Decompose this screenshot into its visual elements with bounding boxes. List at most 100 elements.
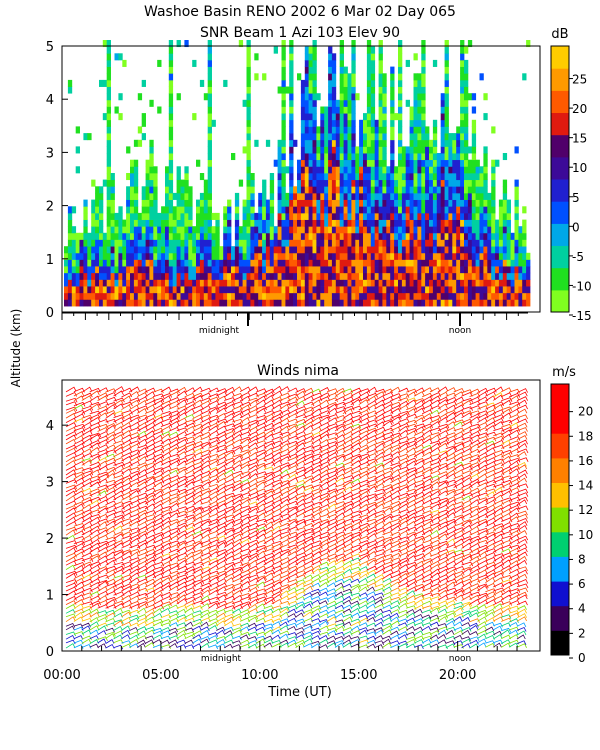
snr-cell <box>363 126 368 134</box>
snr-cell <box>425 212 430 220</box>
snr-cell <box>401 212 407 220</box>
snr-cell <box>137 232 143 240</box>
snr-cell <box>184 206 189 214</box>
wind-barb <box>129 565 140 571</box>
snr-cell <box>141 239 146 247</box>
snr-cell <box>417 239 422 247</box>
snr-cell <box>394 186 399 194</box>
snr-cell <box>401 259 407 267</box>
wind-barb <box>81 492 93 498</box>
snr-cell <box>436 246 442 254</box>
snr-cell <box>390 93 395 101</box>
snr-cell <box>285 279 290 287</box>
snr-cell <box>452 279 457 287</box>
snr-cell <box>118 272 123 280</box>
snr-cell <box>452 146 457 154</box>
snr-cell <box>207 73 212 81</box>
snr-cell <box>440 292 445 300</box>
snr-cell <box>429 212 434 220</box>
snr-cell <box>168 186 174 194</box>
wind-barb <box>247 478 259 484</box>
snr-cell <box>293 272 298 280</box>
snr-cell <box>99 299 104 307</box>
snr-cell <box>188 192 193 200</box>
snr-cell <box>440 93 445 101</box>
snr-cell <box>180 266 185 274</box>
snr-cell <box>265 212 271 220</box>
wind-barb <box>295 591 306 596</box>
snr-cell <box>300 186 306 194</box>
snr-cell <box>378 179 383 187</box>
wind-barb <box>144 387 156 393</box>
snr-cell <box>308 266 313 274</box>
snr-cell <box>95 279 100 287</box>
snr-cell <box>343 219 348 227</box>
snr-cell <box>409 226 414 234</box>
wind-barb <box>295 503 306 509</box>
snr-cell <box>370 219 376 227</box>
wind-barb <box>97 419 109 424</box>
snr-cell <box>359 286 364 294</box>
snr-cell <box>483 153 488 161</box>
snr-cell <box>440 106 445 114</box>
wind-barb <box>231 473 243 480</box>
snr-cell <box>297 226 302 234</box>
snr-cell <box>460 199 465 207</box>
wind-barb <box>105 434 116 441</box>
wind-barb <box>263 635 273 641</box>
snr-cell <box>452 192 457 200</box>
snr-cell <box>417 192 422 200</box>
wind-barb <box>255 405 267 411</box>
snr-cell <box>355 252 360 260</box>
wind-barb <box>73 564 85 571</box>
snr-cell <box>320 139 325 147</box>
snr-cell <box>526 279 531 287</box>
snr-cell <box>502 192 508 200</box>
snr-cell <box>246 59 251 67</box>
wind-barb <box>152 534 164 540</box>
snr-cell <box>405 206 410 214</box>
snr-cell <box>475 173 480 181</box>
snr-cell <box>207 186 212 194</box>
wind-barb <box>144 559 156 566</box>
snr-cell <box>223 299 228 307</box>
snr-cell <box>359 299 364 307</box>
wind-barb <box>129 609 140 615</box>
wind-barb <box>232 518 244 523</box>
snr-cell <box>91 226 96 234</box>
snr-cell <box>238 299 244 307</box>
snr-cell <box>316 226 321 234</box>
snr-cell <box>199 212 205 220</box>
snr-cell <box>196 239 201 247</box>
wind-barb <box>200 546 211 553</box>
wind-barb <box>81 612 92 618</box>
snr-cell <box>262 272 267 280</box>
snr-cell <box>285 86 290 94</box>
snr-cell <box>168 212 174 220</box>
snr-cell <box>114 53 119 61</box>
wind-barb <box>144 616 155 622</box>
snr-cell <box>394 272 399 280</box>
snr-cell <box>188 232 193 240</box>
snr-cell <box>106 212 111 220</box>
snr-cell <box>316 179 321 187</box>
snr-cell <box>141 186 146 194</box>
wind-barb <box>279 633 289 639</box>
snr-cell <box>359 252 364 260</box>
wind-barb <box>263 473 275 480</box>
wind-barb <box>129 488 141 493</box>
wind-barb <box>295 400 305 406</box>
wind-barb <box>208 444 220 450</box>
snr-cell <box>110 286 115 294</box>
snr-cell <box>199 219 205 227</box>
snr-cell <box>378 159 383 167</box>
wind-barb <box>105 486 116 492</box>
snr-cell <box>285 252 290 260</box>
snr-cell <box>339 292 344 300</box>
snr-cell <box>223 246 228 254</box>
snr-cell <box>398 139 403 147</box>
snr-cell <box>405 179 410 187</box>
wind-barb <box>81 629 92 635</box>
snr-cell <box>467 179 473 187</box>
wind-barb <box>279 522 291 528</box>
